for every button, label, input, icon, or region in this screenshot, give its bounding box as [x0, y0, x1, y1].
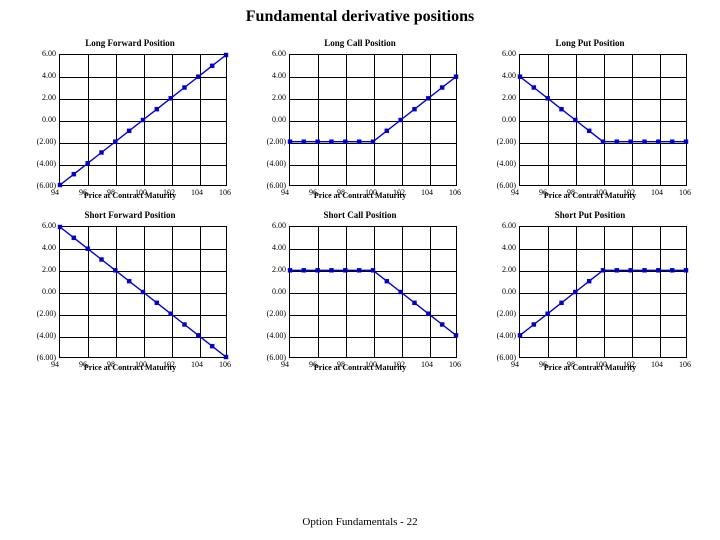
plot-area [59, 54, 227, 186]
chart-panel: Short Forward Position 6.004.002.000.00(2… [20, 206, 240, 372]
chart-panel: Short Put Position 6.004.002.000.00(2.00)… [480, 206, 700, 372]
data-series [60, 55, 226, 185]
data-series [60, 227, 226, 357]
chart-grid: Long Forward Position 6.004.002.000.00(2.… [0, 30, 720, 372]
y-axis-labels: 6.004.002.000.00(2.00)(4.00)(6.00) [263, 54, 289, 186]
y-axis-labels: 6.004.002.000.00(2.00)(4.00)(6.00) [493, 54, 519, 186]
data-series [520, 227, 686, 357]
chart-title: Short Put Position [555, 210, 626, 220]
chart-panel: Long Put Position 6.004.002.000.00(2.00)(… [480, 34, 700, 200]
plot-area [519, 54, 687, 186]
chart-title: Long Call Position [324, 38, 396, 48]
plot-area [59, 226, 227, 358]
chart-title: Long Put Position [555, 38, 624, 48]
y-axis-labels: 6.004.002.000.00(2.00)(4.00)(6.00) [493, 226, 519, 358]
data-series [520, 55, 686, 185]
y-axis-labels: 6.004.002.000.00(2.00)(4.00)(6.00) [33, 226, 59, 358]
y-axis-labels: 6.004.002.000.00(2.00)(4.00)(6.00) [33, 54, 59, 186]
y-axis-labels: 6.004.002.000.00(2.00)(4.00)(6.00) [263, 226, 289, 358]
chart-title: Short Forward Position [85, 210, 176, 220]
plot-area [289, 54, 457, 186]
plot-area [289, 226, 457, 358]
chart-title: Long Forward Position [85, 38, 175, 48]
page-title: Fundamental derivative positions [0, 0, 720, 30]
footer-text: Option Fundamentals - 22 [0, 516, 720, 528]
chart-panel: Long Call Position 6.004.002.000.00(2.00)… [250, 34, 470, 200]
chart-title: Short Call Position [323, 210, 396, 220]
data-series [290, 55, 456, 185]
data-series [290, 227, 456, 357]
plot-area [519, 226, 687, 358]
chart-panel: Short Call Position 6.004.002.000.00(2.00… [250, 206, 470, 372]
chart-panel: Long Forward Position 6.004.002.000.00(2.… [20, 34, 240, 200]
